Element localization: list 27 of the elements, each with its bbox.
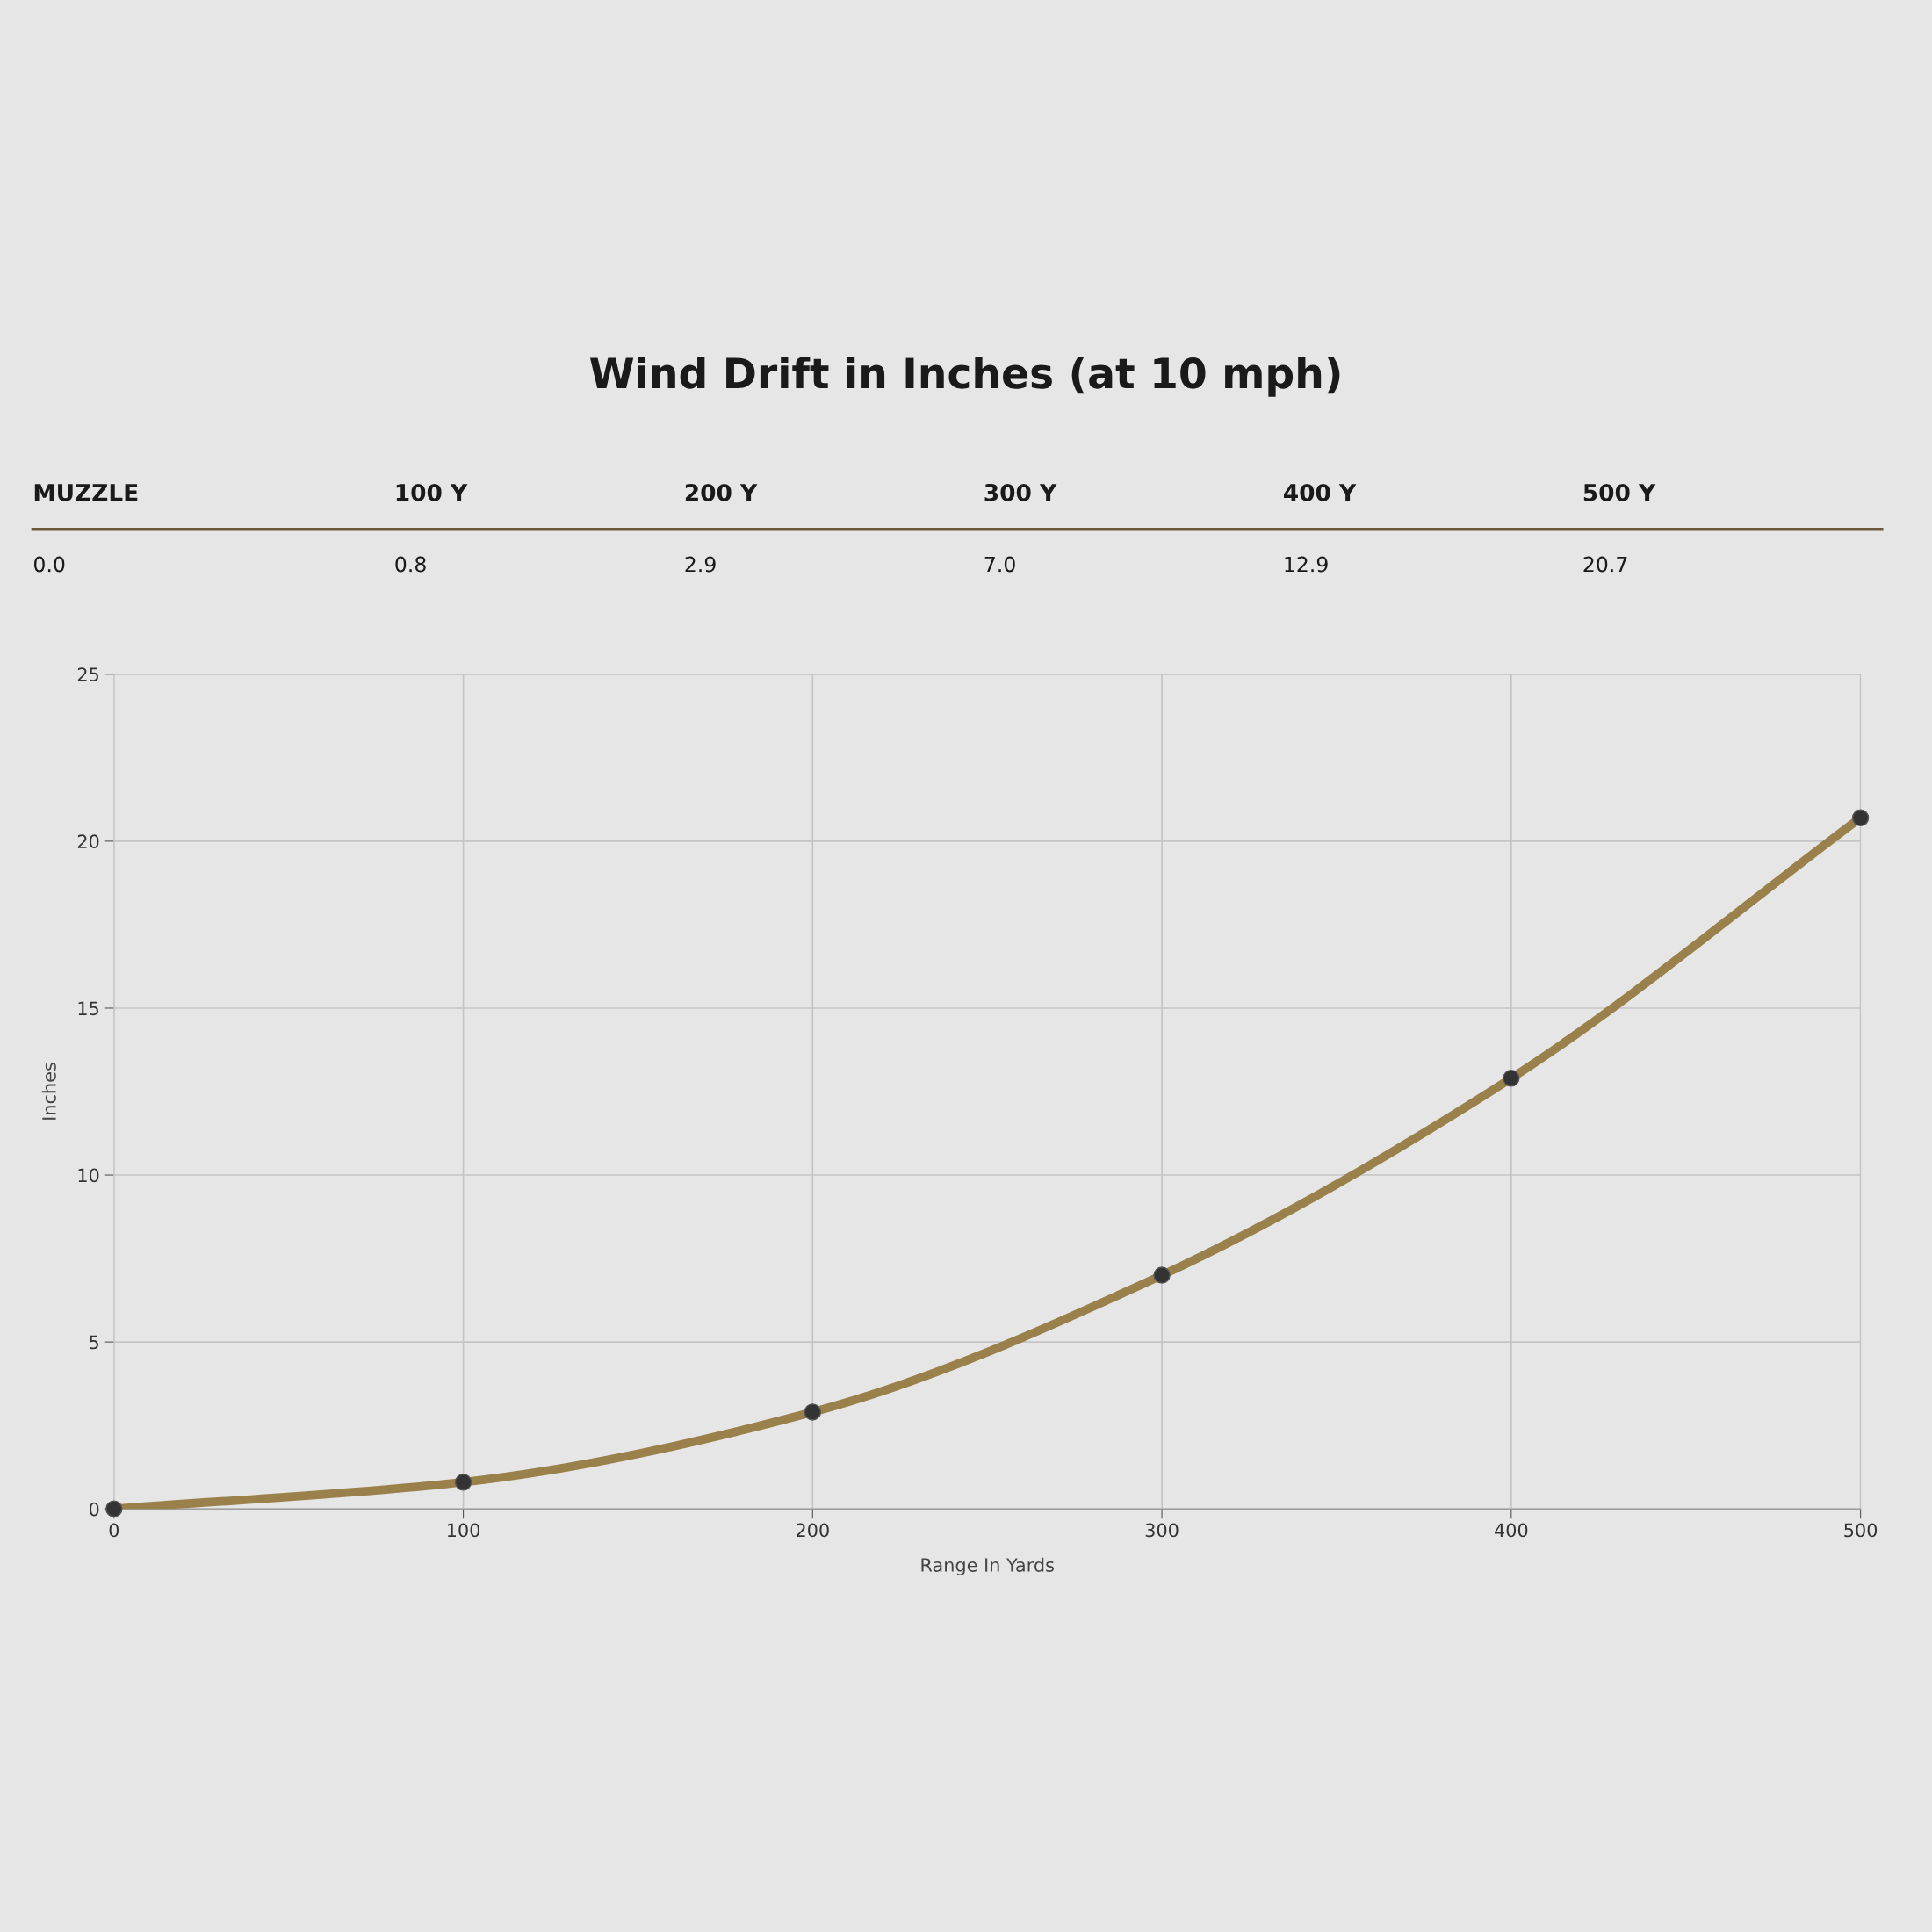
y-axis-title: Inches [41, 1063, 56, 1120]
text: MUZZLE [34, 484, 138, 501]
y-tick-label: 10 [78, 1168, 99, 1183]
x-axis-title: Range In Yards [921, 1557, 1054, 1575]
text: 7.0 [984, 556, 1015, 573]
y-tick-label: 20 [77, 834, 99, 849]
text: 0.0 [33, 556, 65, 573]
text: 400 Y [1283, 483, 1357, 501]
text: 2.9 [685, 556, 716, 573]
text: 200 Y [685, 483, 758, 501]
y-tick-label: 5 [90, 1335, 99, 1350]
text: 500 Y [1583, 483, 1656, 501]
text: 0.8 [395, 556, 426, 573]
x-tick-label: 100 [447, 1523, 480, 1538]
x-tick-label: 300 [1145, 1523, 1179, 1538]
y-tick-label: 0 [89, 1502, 99, 1517]
text: 300 Y [984, 483, 1057, 501]
text: 12.9 [1285, 556, 1328, 573]
x-tick-label: 200 [796, 1523, 829, 1538]
y-tick-label: 25 [77, 667, 99, 682]
text: 100 Y [396, 483, 468, 501]
text: 20.7 [1583, 556, 1627, 573]
chart-title: Wind Drift in Inches (at 10 mph) [590, 357, 1340, 397]
x-tick-label: 0 [109, 1523, 119, 1538]
x-tick-label: 500 [1844, 1523, 1878, 1538]
y-tick-label: 15 [78, 1001, 99, 1016]
x-tick-label: 400 [1494, 1523, 1528, 1538]
